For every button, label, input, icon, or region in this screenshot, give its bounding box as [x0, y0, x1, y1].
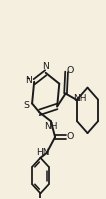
Text: N: N [25, 76, 32, 85]
Text: N: N [42, 62, 49, 71]
Text: O: O [67, 66, 74, 75]
Text: O: O [66, 132, 73, 140]
Text: S: S [23, 101, 29, 110]
Text: NH: NH [73, 94, 87, 103]
Text: NH: NH [44, 122, 58, 131]
Text: HN: HN [36, 148, 50, 157]
